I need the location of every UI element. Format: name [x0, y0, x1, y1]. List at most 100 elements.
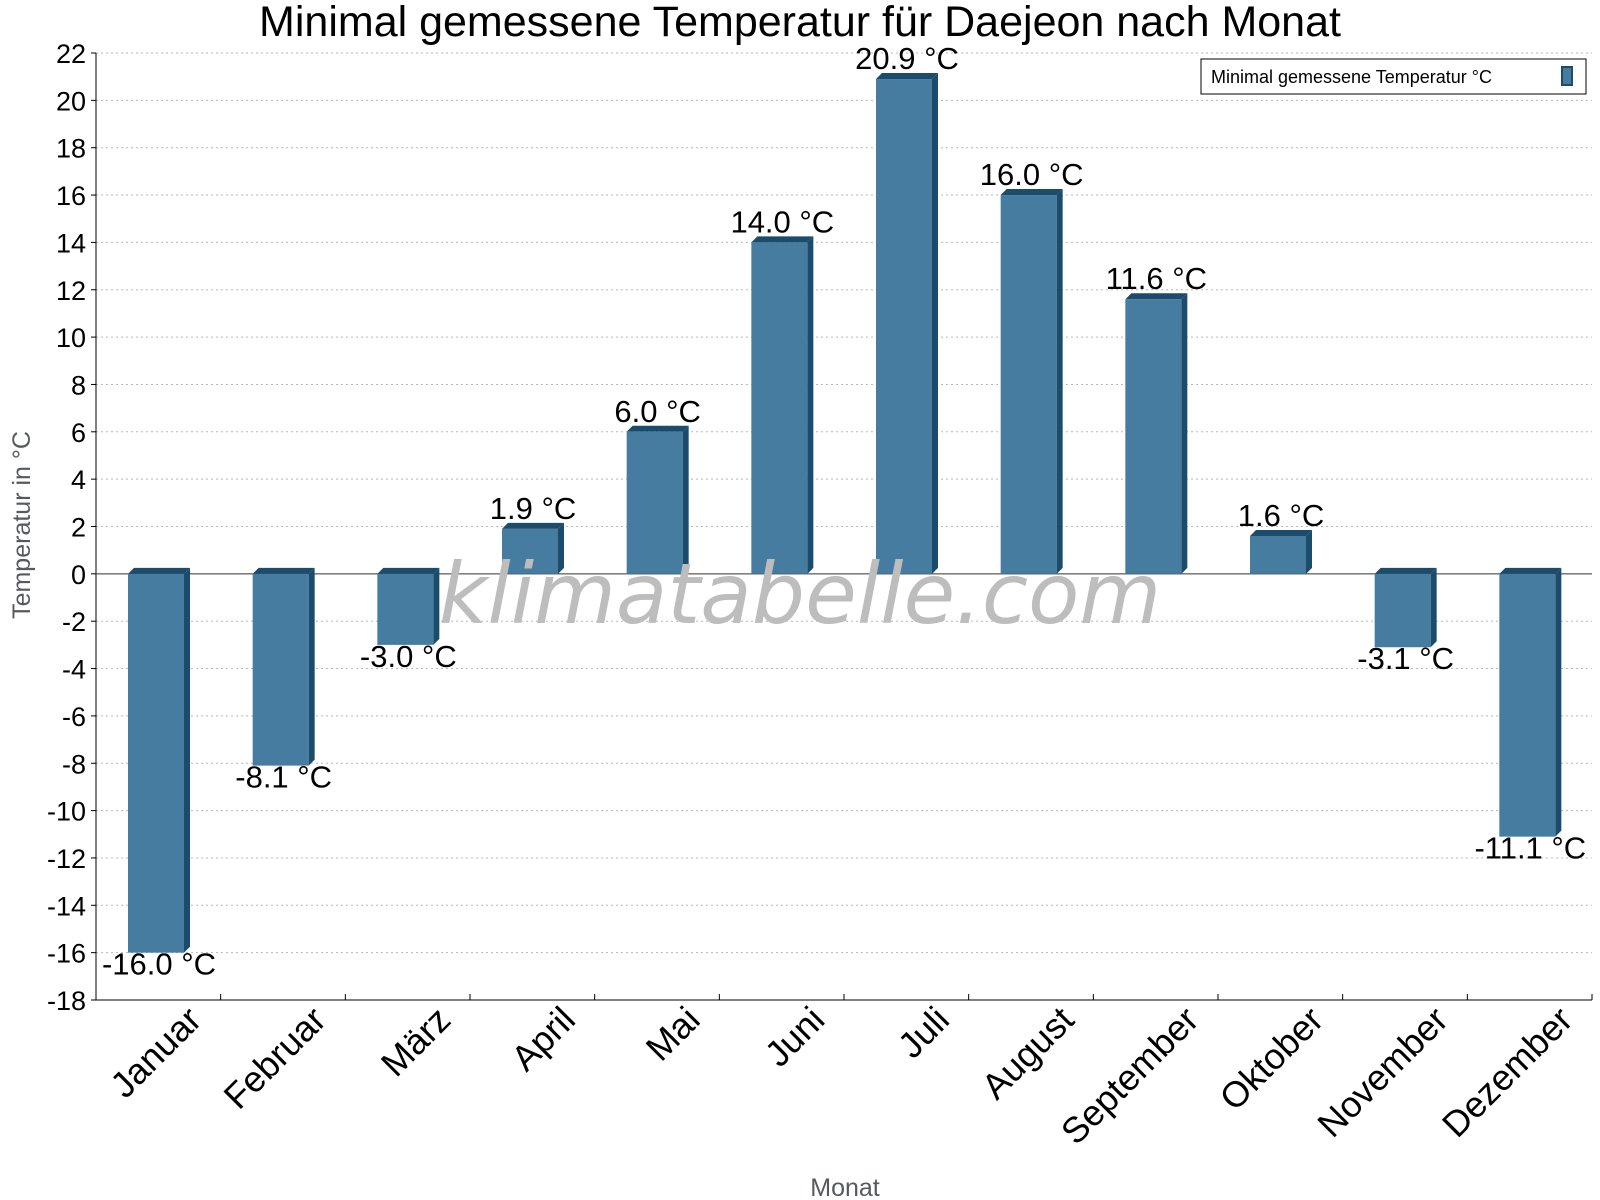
data-label: -16.0 °C: [102, 947, 216, 982]
x-tick-labels: Januar Februar März April Mai Juni Juli AugustS…: [102, 999, 1580, 1153]
bar: [1000, 189, 1063, 574]
bar-face: [626, 431, 683, 574]
data-label: 6.0 °C: [614, 394, 701, 429]
y-tick-label: 0: [71, 560, 86, 590]
x-tick-label: Oktober: [1211, 999, 1331, 1119]
bar: [1499, 567, 1562, 837]
x-tick-label: November: [1309, 999, 1455, 1145]
y-tick-label: 6: [71, 418, 86, 448]
y-axis-label: Temperatur in °C: [8, 431, 36, 619]
bar: [751, 236, 814, 574]
bar: [128, 567, 190, 953]
data-label: 16.0 °C: [980, 157, 1084, 192]
x-tick-label: März: [373, 999, 459, 1085]
data-label: -3.1 °C: [1357, 641, 1454, 676]
y-tick-label: -14: [47, 891, 86, 921]
data-label: 20.9 °C: [855, 41, 959, 76]
bar-face: [252, 573, 309, 766]
bar: [876, 73, 938, 574]
bar-face: [1000, 195, 1057, 574]
data-label: -3.0 °C: [360, 639, 457, 674]
data-label: -11.1 °C: [1474, 831, 1586, 866]
bar-top: [1374, 567, 1437, 574]
bar-face: [1125, 299, 1182, 574]
bar-top: [1000, 189, 1063, 196]
y-tick-label: 20: [56, 86, 86, 116]
legend-swatch: [1561, 66, 1573, 86]
bar: [1125, 293, 1188, 574]
y-tick-label: -10: [47, 797, 86, 827]
bar-side: [932, 73, 938, 574]
y-tick-label: -2: [62, 607, 86, 637]
y-tick-label: 14: [56, 228, 86, 258]
bar: [502, 522, 564, 574]
bar: [252, 567, 315, 766]
legend: Minimal gemessene Temperatur °C: [1200, 58, 1587, 95]
bar-face: [1250, 535, 1306, 574]
bar-top: [252, 567, 315, 574]
bar-side: [558, 522, 564, 574]
data-label: 11.6 °C: [1106, 261, 1207, 296]
bar-side: [682, 425, 689, 574]
bars: [128, 73, 1562, 953]
bar-face: [128, 573, 184, 953]
y-tick-label: -4: [62, 655, 86, 685]
bar-top: [377, 567, 440, 574]
bar: [1374, 567, 1437, 648]
legend-label: Minimal gemessene Temperatur °C: [1211, 67, 1492, 87]
x-tick-label: Februar: [216, 999, 334, 1117]
bar-top: [626, 425, 689, 432]
bar: [377, 567, 440, 645]
bar-face: [751, 242, 808, 574]
y-tick-label: -8: [62, 749, 86, 779]
gridlines: [96, 52, 1592, 1001]
legend-box: [1200, 58, 1587, 95]
bar-side: [1555, 567, 1562, 837]
y-tick-label: -16: [47, 939, 86, 969]
x-tick-label: Dezember: [1434, 999, 1580, 1145]
x-tick-label: Juli: [890, 999, 957, 1066]
bar-side: [308, 567, 315, 766]
bar-side: [1181, 293, 1188, 574]
y-tick-label: -18: [47, 986, 86, 1016]
x-tick-label: Mai: [638, 999, 708, 1069]
y-tick-label: -6: [62, 702, 86, 732]
bar-top: [876, 73, 938, 80]
bar-face: [1374, 573, 1431, 648]
bar-top: [1499, 567, 1562, 574]
bar: [1250, 529, 1312, 574]
x-tick-label: April: [503, 999, 583, 1079]
bar-top: [502, 522, 564, 529]
bar-face: [876, 79, 932, 574]
bar-side: [1056, 189, 1063, 574]
bar-top: [128, 567, 190, 574]
bar: [626, 425, 689, 574]
bar-top: [1250, 529, 1312, 536]
x-tick-label: September: [1053, 999, 1207, 1153]
bar-side: [433, 567, 440, 645]
y-tick-label: 10: [56, 323, 86, 353]
bar-face: [502, 528, 558, 574]
y-tick-label: 22: [56, 39, 86, 69]
y-tick-label: 2: [71, 513, 86, 543]
y-tick-labels: -18 -16 -14 -12 -10 -8 -6 -4 -2 0 2 4 6 8 10 12 14 16 18 20…: [47, 39, 86, 1016]
y-tick-label: 4: [71, 465, 86, 495]
x-axis-label: Monat: [810, 1174, 880, 1200]
chart-title: Minimal gemessene Temperatur für Daejeon…: [259, 0, 1341, 46]
bar-face: [377, 573, 434, 645]
y-tick-label: -12: [47, 844, 86, 874]
watermark: klimatabelle.com: [439, 545, 1162, 643]
data-label: 1.9 °C: [490, 491, 577, 526]
bar-side: [807, 236, 814, 574]
bar-side: [184, 567, 190, 953]
x-tick-label: Januar: [102, 999, 209, 1106]
bar-face: [1499, 573, 1556, 837]
x-tick-label: Juni: [757, 999, 833, 1075]
bar-top: [751, 236, 814, 243]
axes: [91, 52, 1593, 1001]
bar-side: [1430, 567, 1437, 648]
bar-top: [1125, 293, 1188, 300]
data-label: 14.0 °C: [730, 204, 834, 239]
bar-side: [1306, 529, 1312, 574]
